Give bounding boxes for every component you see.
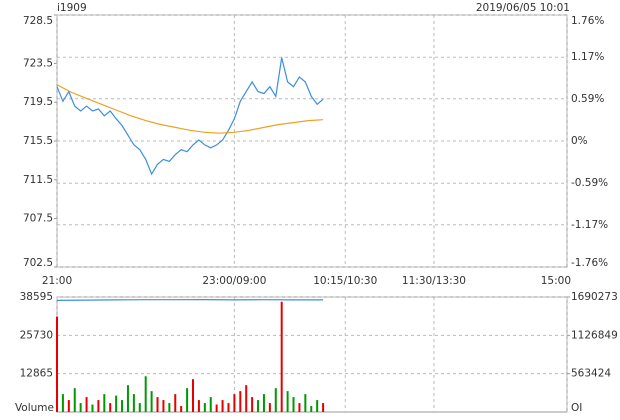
- volume-bar: [126, 385, 129, 412]
- x-tick-label: 10:15/10:30: [313, 275, 377, 287]
- y2-tick-label: 1.17%: [571, 51, 604, 63]
- y2-tick-label: -0.59%: [571, 177, 608, 189]
- x-tick-label: 21:00: [42, 275, 72, 287]
- y2-tick-label: 563424: [571, 368, 611, 380]
- volume-bar: [286, 391, 289, 412]
- y2-tick-label: 1690273: [571, 291, 618, 303]
- volume-bar: [257, 400, 260, 412]
- volume-bar: [109, 403, 112, 412]
- oi-line: [56, 298, 324, 301]
- volume-bar: [322, 403, 325, 412]
- y2-tick-label: 1126849: [571, 329, 618, 341]
- y2-tick-label: 0%: [571, 135, 588, 147]
- y-tick-label: 702.5: [23, 257, 53, 269]
- price-line: [56, 57, 324, 176]
- volume-bar: [227, 403, 230, 412]
- x-tick-label: 11:30/13:30: [402, 275, 466, 287]
- price-line: [56, 84, 324, 134]
- y-tick-label: 707.5: [23, 213, 53, 225]
- volume-bar: [239, 391, 242, 412]
- y-tick-label: 728.5: [23, 15, 53, 27]
- y2-tick-label: 1.76%: [571, 15, 604, 27]
- volume-bar: [268, 403, 271, 412]
- volume-bar: [144, 376, 147, 412]
- y-tick-label: 25730: [20, 329, 53, 341]
- volume-bar: [97, 400, 100, 412]
- volume-bar: [203, 403, 206, 412]
- volume-bar: [197, 400, 200, 412]
- y-tick-label: 12865: [20, 368, 53, 380]
- y2-tick-label: -1.17%: [571, 219, 608, 231]
- volume-bar: [221, 400, 224, 412]
- volume-bar: [121, 400, 124, 412]
- y-tick-label: 719.5: [23, 96, 53, 108]
- volume-bar: [298, 403, 301, 412]
- volume-bar: [132, 394, 135, 412]
- volume-bar: [150, 391, 153, 412]
- volume-bar: [310, 406, 313, 412]
- volume-bar: [274, 388, 277, 412]
- volume-bar: [209, 397, 212, 412]
- volume-bar: [73, 388, 76, 412]
- x-tick-label: 15:00: [541, 275, 571, 287]
- volume-bar: [245, 385, 248, 412]
- chart-title: i1909: [57, 2, 87, 14]
- y2-tick-label: 0.59%: [571, 93, 604, 105]
- volume-bar: [292, 397, 295, 412]
- volume-bar: [156, 397, 159, 412]
- volume-bar: [233, 394, 236, 412]
- volume-bar: [304, 394, 307, 412]
- y-axis-label: Volume: [15, 402, 54, 414]
- chart-subtitle: 2019/06/05 10:01: [476, 2, 570, 14]
- volume-bar: [180, 406, 183, 412]
- volume-bar: [186, 388, 189, 412]
- volume-bar: [85, 397, 88, 412]
- volume-bar: [162, 400, 165, 412]
- y-tick-label: 38595: [20, 291, 53, 303]
- volume-bar: [316, 400, 319, 412]
- y-tick-label: 723.5: [23, 57, 53, 69]
- volume-bar: [67, 400, 70, 412]
- volume-bar: [168, 403, 171, 412]
- volume-bar: [174, 394, 177, 412]
- volume-bar: [280, 301, 283, 412]
- volume-bar: [103, 394, 106, 412]
- volume-bar: [61, 394, 64, 412]
- y2-axis-label: OI: [571, 402, 582, 414]
- volume-bar: [192, 379, 194, 412]
- x-tick-label: 23:00/09:00: [202, 275, 266, 287]
- y-tick-label: 715.5: [23, 135, 53, 147]
- y-tick-label: 711.5: [23, 174, 53, 186]
- volume-bar: [115, 395, 118, 412]
- volume-bar: [251, 397, 254, 412]
- volume-bar: [91, 404, 94, 412]
- volume-bar: [79, 403, 82, 412]
- y2-tick-label: -1.76%: [571, 257, 608, 269]
- volume-bar: [262, 394, 265, 412]
- volume-bar: [138, 403, 141, 412]
- volume-bar: [56, 316, 58, 412]
- volume-bar: [215, 404, 218, 412]
